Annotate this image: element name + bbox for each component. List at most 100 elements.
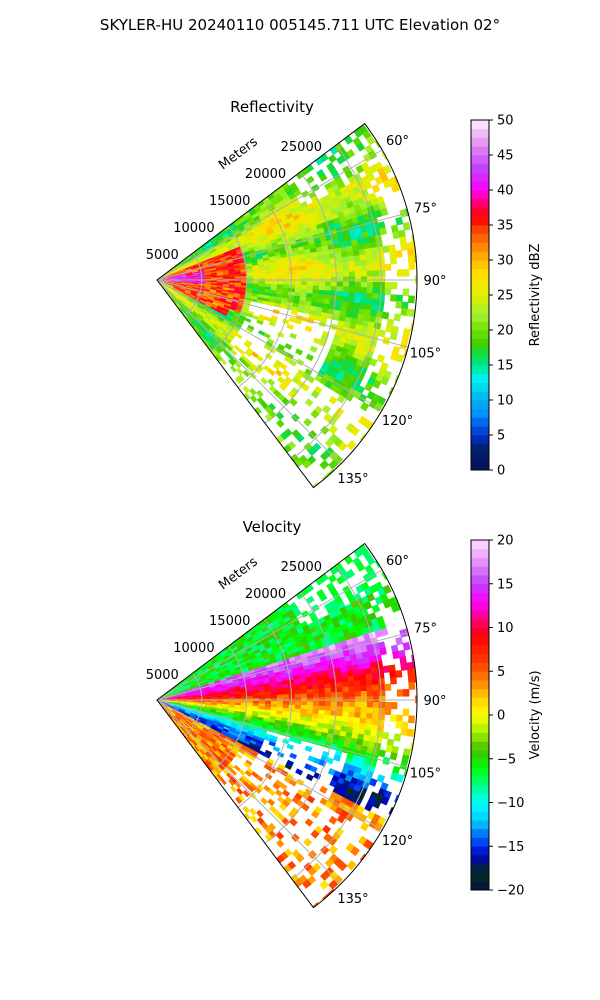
radar-cell xyxy=(223,319,230,326)
radar-cell xyxy=(378,690,386,697)
radar-cell xyxy=(222,702,230,705)
radar-cell xyxy=(225,721,233,726)
radar-cell xyxy=(315,726,324,733)
radar-cell xyxy=(322,824,332,834)
radar-cell xyxy=(180,273,187,276)
radar-cell xyxy=(191,289,198,293)
radar-cell xyxy=(348,686,356,693)
radar-cell xyxy=(221,309,229,315)
radar-cell xyxy=(333,437,344,448)
radar-cell xyxy=(300,701,308,706)
radar-cell xyxy=(279,304,288,310)
radar-cell xyxy=(223,250,231,256)
radar-cell xyxy=(200,299,207,305)
colorbar-segment xyxy=(471,837,489,847)
radar-cell xyxy=(170,711,176,717)
radar-cell xyxy=(186,272,193,275)
radar-cell xyxy=(243,781,251,789)
radar-cell xyxy=(302,879,312,889)
radar-cell xyxy=(262,220,271,227)
radar-cell xyxy=(210,724,218,730)
radar-cell xyxy=(263,263,271,268)
radar-cell xyxy=(402,708,410,717)
radar-cell xyxy=(237,644,246,651)
radar-cell xyxy=(180,273,188,276)
radar-cell xyxy=(202,295,209,299)
radar-cell xyxy=(162,280,170,282)
colorbar-tick-label: 20 xyxy=(497,324,514,339)
radar-cell xyxy=(216,288,223,292)
radar-cell xyxy=(180,702,188,704)
radar-cell xyxy=(282,287,290,293)
radar-cell xyxy=(203,290,211,294)
radar-cell xyxy=(368,315,377,324)
radar-cell xyxy=(210,269,217,273)
radar-cell xyxy=(227,664,235,670)
radar-cell xyxy=(286,255,295,261)
radar-cell xyxy=(220,261,228,266)
radar-cell xyxy=(270,265,277,270)
radar-cell xyxy=(289,332,298,340)
radar-cell xyxy=(356,318,364,327)
radar-cell xyxy=(192,704,200,707)
radar-cell xyxy=(314,315,322,322)
radar-cell xyxy=(295,433,305,443)
radar-cell xyxy=(306,705,314,711)
radar-cell xyxy=(258,288,266,293)
radar-cell xyxy=(265,226,274,233)
radar-cell xyxy=(309,667,318,674)
radar-cell xyxy=(360,276,368,283)
radar-cell xyxy=(181,259,188,264)
radar-cell xyxy=(192,283,200,285)
radar-cell xyxy=(312,281,320,287)
radar-cell xyxy=(173,270,180,274)
radar-cell xyxy=(260,245,268,251)
radar-cell xyxy=(249,782,257,790)
radar-cell xyxy=(210,694,218,697)
radar-cell xyxy=(378,293,386,301)
radar-cell xyxy=(242,654,251,660)
radar-cell xyxy=(348,648,357,657)
radar-cell xyxy=(335,677,343,684)
radar-cell xyxy=(168,293,174,299)
radar-cell xyxy=(205,314,212,320)
radar-cell xyxy=(207,677,214,682)
radar-cell xyxy=(395,353,405,363)
radar-cell xyxy=(292,251,300,257)
radar-cell xyxy=(337,441,348,452)
radar-cell xyxy=(210,277,218,280)
radar-cell xyxy=(334,725,342,732)
angle-tick-label: 105° xyxy=(410,766,441,781)
radar-cell xyxy=(162,697,170,699)
radar-cell xyxy=(222,768,229,776)
radar-cell xyxy=(289,779,298,787)
radar-cell xyxy=(162,280,170,282)
radar-cell xyxy=(281,182,290,190)
radar-cell xyxy=(211,303,219,308)
radar-cell xyxy=(184,290,192,294)
radar-cell xyxy=(225,719,233,724)
radar-cell xyxy=(377,221,386,230)
radar-cell xyxy=(312,272,320,278)
radar-cell xyxy=(288,704,296,709)
radar-cell xyxy=(293,678,301,684)
radar-cell xyxy=(162,698,170,700)
radar-cell xyxy=(287,622,296,631)
radar-cell xyxy=(377,641,386,650)
radar-cell xyxy=(168,293,174,299)
radar-cell xyxy=(276,694,284,699)
radar-cell xyxy=(175,714,182,719)
radar-cell xyxy=(342,711,350,718)
radar-cell xyxy=(240,282,248,286)
radar-cell xyxy=(284,796,293,805)
radar-cell xyxy=(190,711,198,715)
radar-cell xyxy=(373,402,384,412)
radar-cell xyxy=(411,234,418,243)
radar-cell xyxy=(258,686,266,691)
radar-cell xyxy=(336,691,344,698)
radar-cell xyxy=(276,839,285,848)
radar-cell xyxy=(252,272,260,277)
radar-cell xyxy=(293,715,301,721)
radar-cell xyxy=(173,690,180,694)
colorbar-segment xyxy=(471,811,489,821)
